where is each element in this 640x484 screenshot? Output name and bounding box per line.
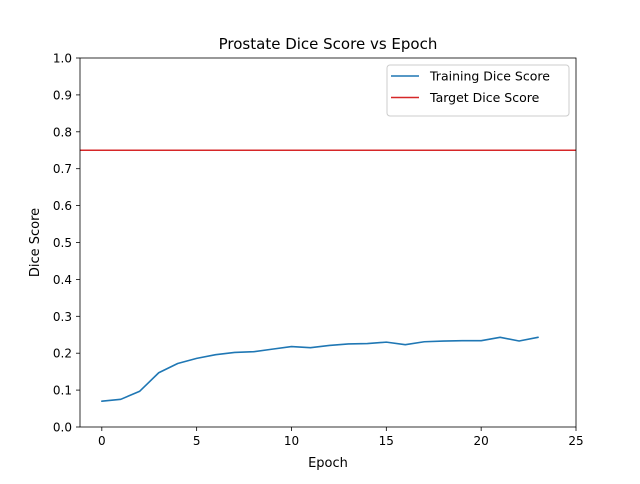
- y-tick-label: 0.4: [53, 273, 72, 287]
- y-tick-label: 0.1: [53, 384, 72, 398]
- legend-label-training-dice: Training Dice Score: [429, 69, 550, 84]
- x-tick-label: 15: [379, 434, 394, 448]
- legend: Training Dice Score Target Dice Score: [386, 64, 570, 117]
- y-tick-label: 0.3: [53, 310, 72, 324]
- y-tick-label: 0.7: [53, 162, 72, 176]
- x-tick-label: 20: [474, 434, 489, 448]
- x-tick-label: 0: [98, 434, 106, 448]
- x-axis-label: Epoch: [308, 456, 348, 471]
- legend-box: [386, 64, 570, 117]
- chart-title: Prostate Dice Score vs Epoch: [219, 35, 438, 53]
- x-tick-label: 5: [193, 434, 201, 448]
- axes-frame: [79, 57, 577, 428]
- x-tick-label: 10: [284, 434, 299, 448]
- y-tick-label: 0.0: [53, 421, 72, 435]
- x-tick-label: 25: [568, 434, 583, 448]
- legend-label-target-dice: Target Dice Score: [429, 90, 540, 105]
- y-tick-label: 0.8: [53, 125, 72, 139]
- y-tick-label: 1.0: [53, 52, 72, 66]
- series-line-training-dice: [101, 336, 539, 402]
- y-tick-label: 0.9: [53, 88, 72, 102]
- y-axis-label: Dice Score: [28, 208, 43, 277]
- y-tick-label: 0.6: [53, 199, 72, 213]
- y-tick-label: 0.5: [53, 236, 72, 250]
- y-tick-label: 0.2: [53, 347, 72, 361]
- plot-area: 0 5 10 15 20 25 0.0 0.1 0.2 0.3 0.4 0.5 0.6 0.7 0.8 0.9…: [53, 52, 584, 449]
